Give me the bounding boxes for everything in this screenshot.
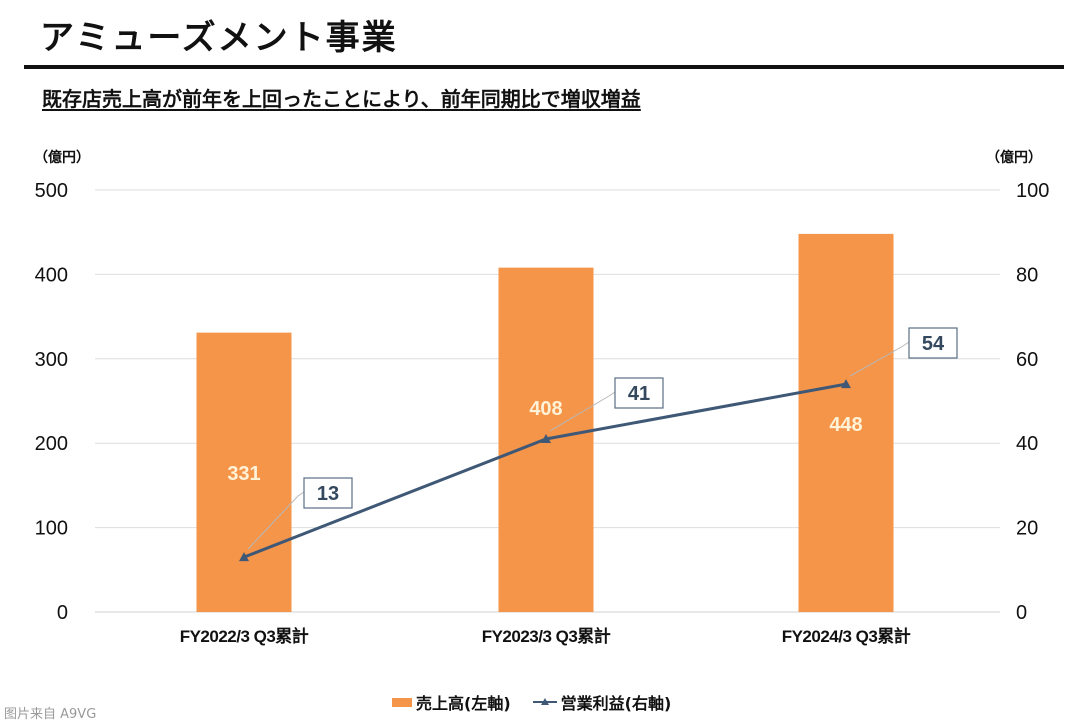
left-axis-tick-label: 100 <box>35 518 68 540</box>
operating-profit-marker-triangle-icon <box>541 433 551 443</box>
bars <box>196 233 894 612</box>
operating-profit-marker-triangle-icon <box>841 379 851 389</box>
left-axis-tick-label: 0 <box>57 602 68 624</box>
sales-bar-value-label: 448 <box>829 414 862 436</box>
legend-label-sales: 売上高(左軸) <box>416 694 511 713</box>
right-axis-unit-label: （億円） <box>986 150 1042 166</box>
sales-bar-value-label: 408 <box>529 398 562 420</box>
legend-line-triangle-icon <box>532 697 557 707</box>
left-axis-tick-label: 400 <box>35 264 68 286</box>
chart-legend: 売上高(左軸) 営業利益(右軸) <box>392 690 671 714</box>
right-axis-tick-label: 0 <box>1016 602 1027 624</box>
left-axis-unit-label: （億円） <box>34 150 90 166</box>
label-leader-line <box>549 391 616 432</box>
right-axis-tick-label: 100 <box>1016 180 1049 202</box>
page-title: アミューズメント事業 <box>40 18 398 58</box>
sales-bar-value-label: 331 <box>227 463 260 485</box>
operating-profit-label-box <box>303 477 353 509</box>
operating-profit-label-box <box>614 377 664 409</box>
profit-line <box>239 379 851 562</box>
data-labels: 331 408 448 13 41 54 <box>227 327 958 509</box>
x-axis-category-label: FY2024/3 Q3累計 <box>782 626 911 646</box>
sales-bar <box>798 233 894 612</box>
x-axis-category-label: FY2022/3 Q3累計 <box>180 626 309 646</box>
x-axis-category-label: FY2023/3 Q3累計 <box>482 626 611 646</box>
legend-label-operating-profit: 営業利益(右軸) <box>560 694 672 713</box>
legend-bar-swatch-icon <box>392 697 412 707</box>
left-axis-tick-label: 500 <box>35 180 68 202</box>
operating-profit-value-label: 13 <box>317 483 339 505</box>
leader-lines <box>247 341 910 550</box>
title-divider <box>24 65 1064 69</box>
legend-item-sales: 売上高(左軸) <box>392 690 511 714</box>
operating-profit-label-box <box>908 327 958 359</box>
left-axis-tick-label: 200 <box>35 433 68 455</box>
left-axis-tick-label: 300 <box>35 349 68 371</box>
sales-bar <box>196 332 292 612</box>
axis-ticks: 0 100 200 300 400 500 0 20 40 60 80 100 FY2022/3 Q3累… <box>35 180 1050 646</box>
operating-profit-value-label: 41 <box>628 383 650 405</box>
right-axis-tick-label: 80 <box>1016 264 1038 286</box>
operating-profit-marker-triangle-icon <box>239 552 249 562</box>
right-axis-tick-label: 60 <box>1016 349 1038 371</box>
label-leader-line <box>849 341 910 377</box>
image-source-note: 图片来自 A9VG <box>4 707 97 722</box>
operating-profit-value-label: 54 <box>922 333 945 355</box>
right-axis-tick-label: 40 <box>1016 433 1038 455</box>
page-subtitle: 既存店売上高が前年を上回ったことにより、前年同期比で増収増益 <box>42 87 641 111</box>
legend-item-operating-profit: 営業利益(右軸) <box>532 690 672 714</box>
label-leader-line <box>247 491 305 550</box>
right-axis-tick-label: 20 <box>1016 518 1038 540</box>
